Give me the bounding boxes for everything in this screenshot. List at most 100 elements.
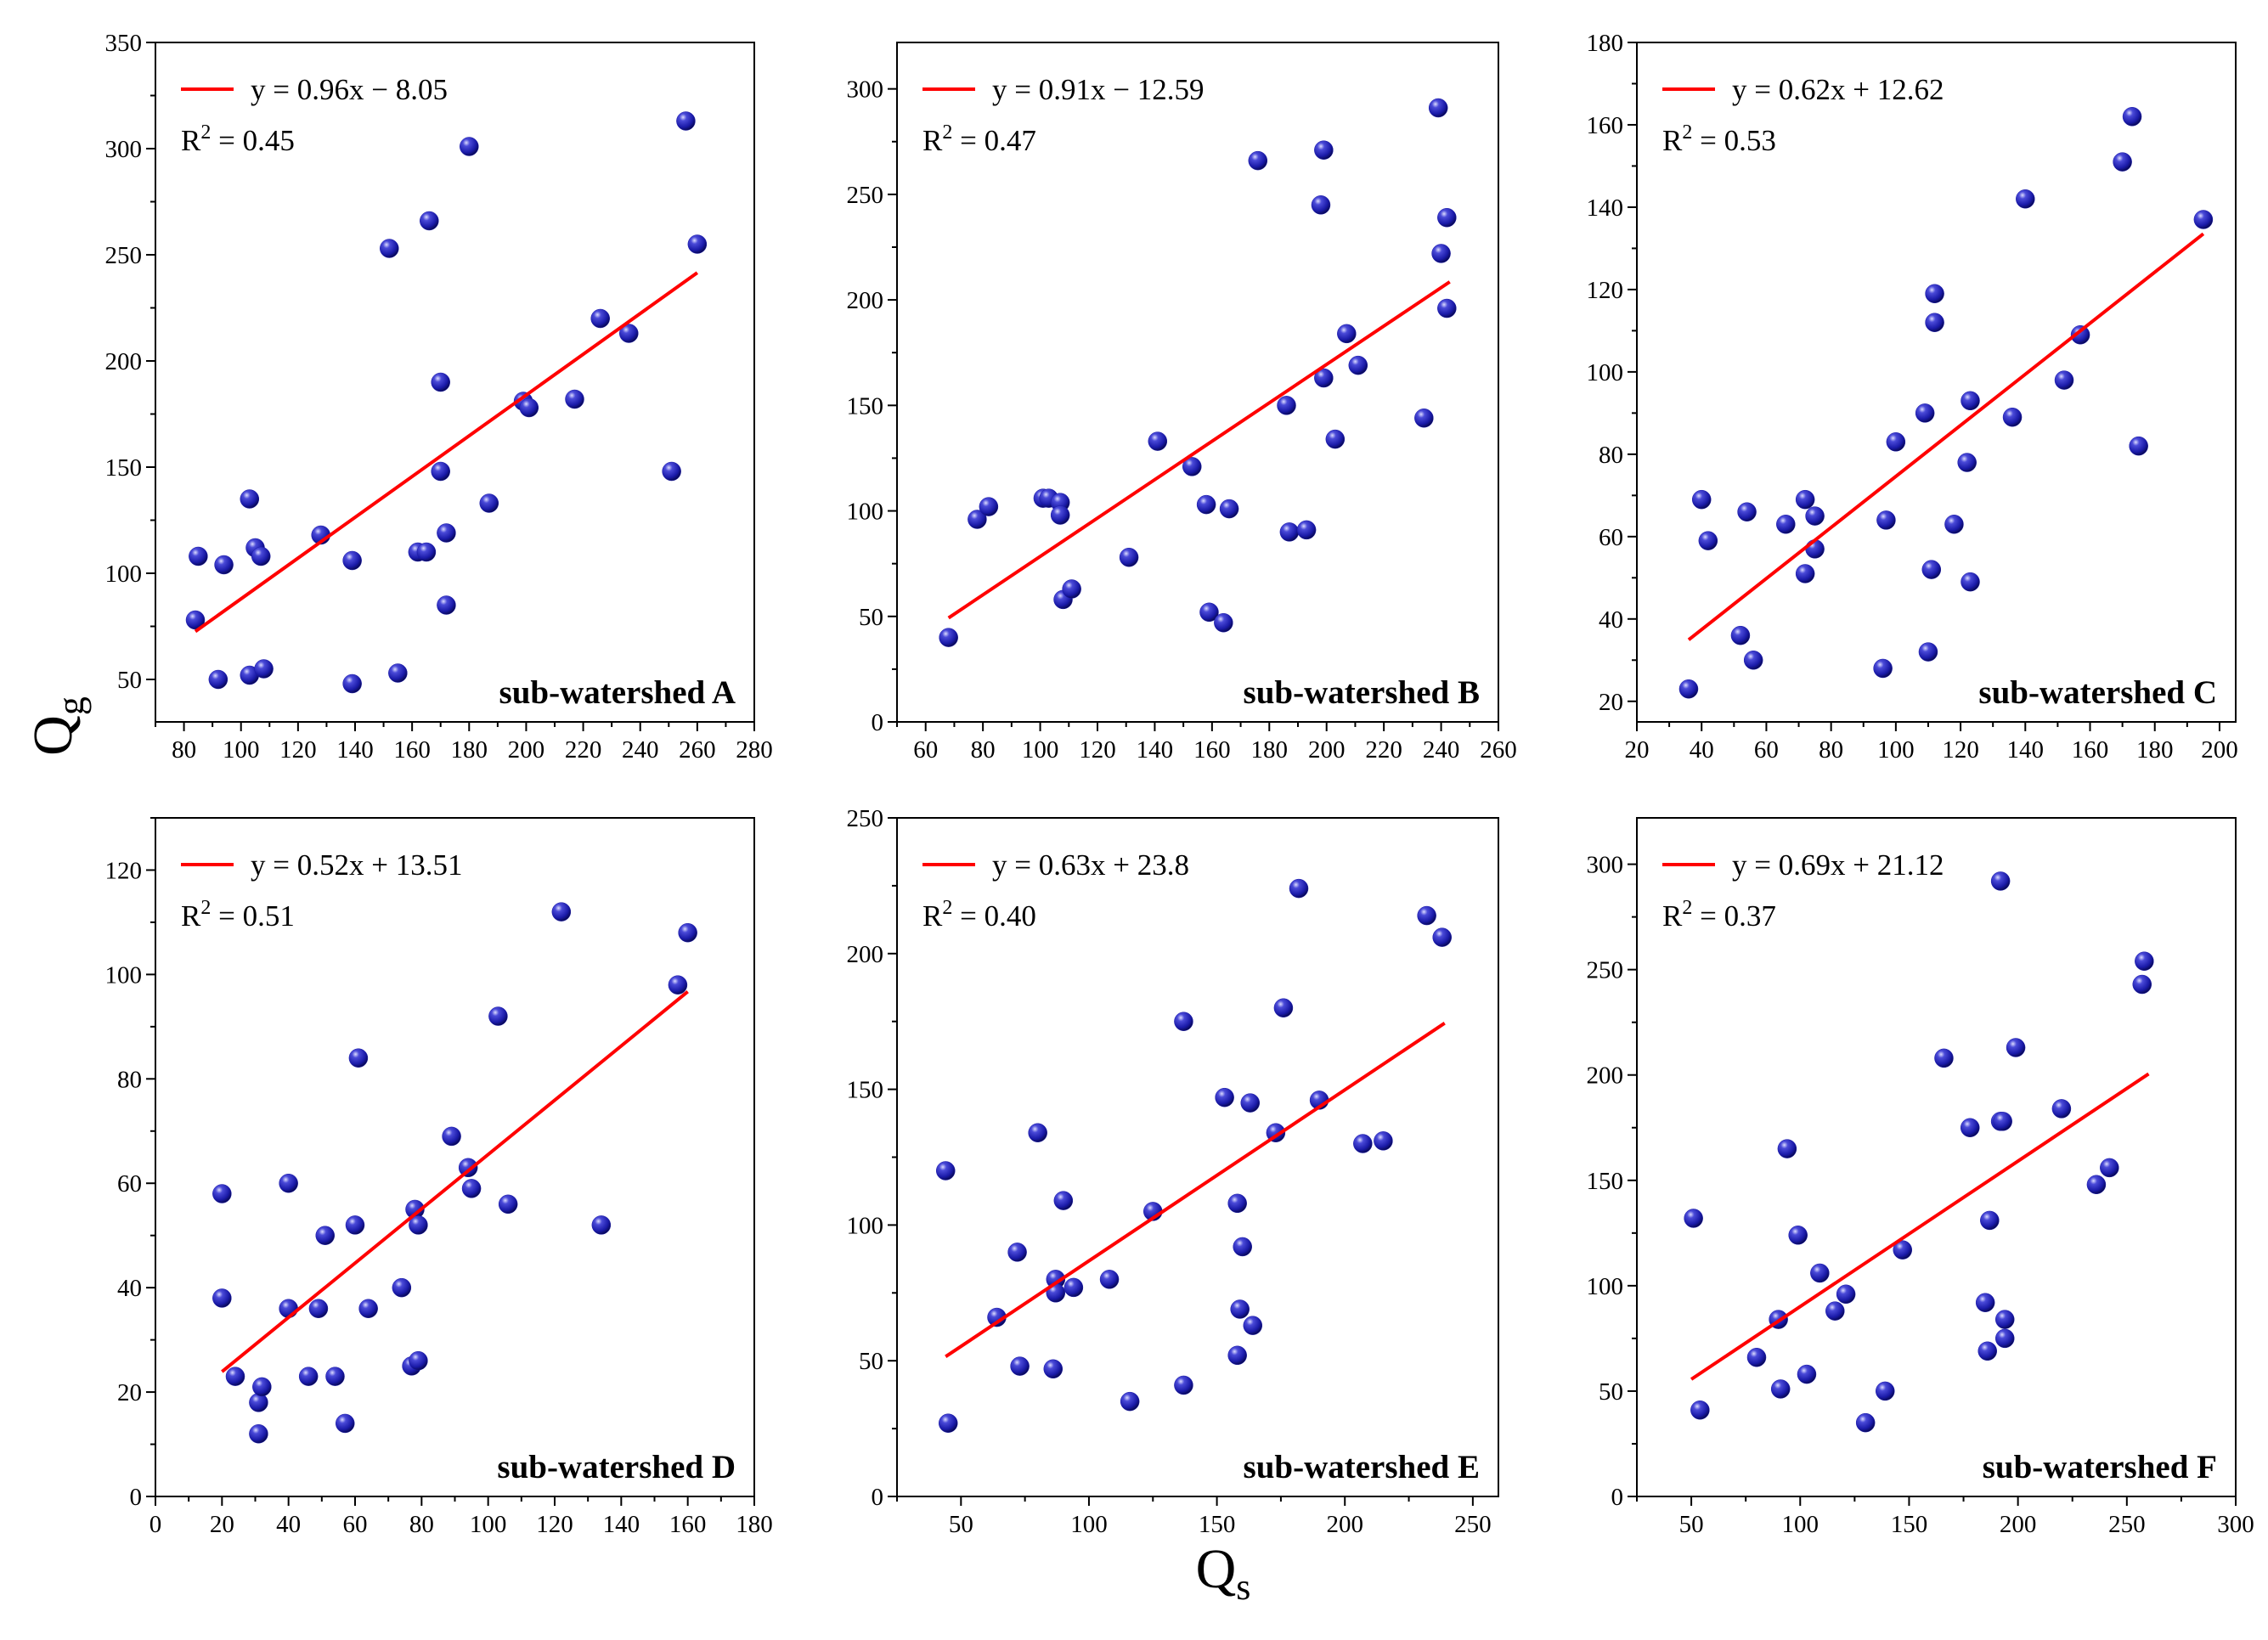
data-point bbox=[240, 489, 260, 509]
x-tick-label: 80 bbox=[409, 1511, 434, 1538]
data-point bbox=[662, 461, 681, 482]
data-point bbox=[1995, 1328, 2015, 1349]
equation-label: y = 0.69x + 21.12 bbox=[1732, 848, 1944, 882]
y-tick-label: 350 bbox=[105, 30, 143, 57]
data-point bbox=[1374, 1131, 1393, 1151]
data-point bbox=[458, 1158, 478, 1178]
data-point bbox=[2054, 370, 2074, 390]
x-tick-label: 50 bbox=[1679, 1511, 1704, 1538]
data-point bbox=[2051, 1099, 2072, 1119]
r-squared-label: R2 = 0.37 bbox=[1662, 897, 1776, 933]
y-tick-label: 50 bbox=[859, 1348, 883, 1375]
r-squared-exponent: 2 bbox=[1682, 121, 1692, 144]
data-point bbox=[551, 902, 572, 921]
data-point bbox=[279, 1299, 298, 1318]
point-group bbox=[1678, 107, 2214, 699]
data-point bbox=[249, 1423, 268, 1444]
panel-a: 80 100 120 140 160 180 200 220 240 260 280 50 100 150… bbox=[105, 30, 773, 764]
data-point bbox=[2002, 407, 2023, 427]
x-tick-label: 120 bbox=[279, 736, 317, 764]
y-tick-label: 200 bbox=[1587, 1062, 1624, 1090]
x-tick-label: 40 bbox=[1690, 736, 1714, 764]
data-point bbox=[388, 663, 408, 683]
data-point bbox=[1007, 1243, 1027, 1262]
data-point bbox=[185, 610, 206, 630]
data-point bbox=[1691, 489, 1712, 510]
data-point bbox=[968, 510, 987, 529]
panel-frame bbox=[896, 42, 1499, 723]
data-point bbox=[1810, 1263, 1830, 1283]
r-squared-exponent: 2 bbox=[942, 121, 952, 144]
data-point bbox=[2129, 436, 2148, 456]
point-group bbox=[939, 98, 1457, 647]
panel-label: sub-watershed E bbox=[1244, 1449, 1480, 1485]
data-point bbox=[1795, 564, 1815, 583]
panel-label: sub-watershed D bbox=[497, 1449, 736, 1485]
x-tick-label: 250 bbox=[1454, 1511, 1492, 1538]
data-point bbox=[1795, 489, 1815, 510]
data-point bbox=[1788, 1226, 1808, 1245]
y-tick-label: 200 bbox=[105, 348, 143, 375]
data-point bbox=[1855, 1412, 1876, 1433]
y-tick-label: 200 bbox=[847, 941, 884, 968]
data-point bbox=[1099, 1270, 1120, 1289]
data-point bbox=[1214, 612, 1233, 633]
data-point bbox=[208, 669, 228, 690]
x-tick-label: 280 bbox=[736, 736, 773, 764]
r-squared-exponent: 2 bbox=[942, 897, 952, 919]
y-tick-label: 40 bbox=[1599, 606, 1623, 634]
r-squared-label: R2 = 0.53 bbox=[1662, 121, 1776, 157]
data-point bbox=[342, 673, 362, 694]
y-tick-label: 50 bbox=[859, 604, 883, 631]
data-point bbox=[1825, 1301, 1845, 1321]
x-tick-label: 200 bbox=[2201, 736, 2238, 764]
r-squared-value: = 0.53 bbox=[1692, 124, 1776, 157]
data-point bbox=[1230, 1299, 1250, 1319]
panel-b: 60 80 100 120 140 160 180 200 220 240 260 0 50 100 150… bbox=[847, 42, 1517, 764]
data-point bbox=[1915, 403, 1935, 423]
y-tick-label: 140 bbox=[1587, 194, 1624, 222]
data-point bbox=[668, 975, 688, 995]
x-tick-label: 220 bbox=[565, 736, 602, 764]
y-tick-label: 250 bbox=[847, 182, 884, 209]
data-point bbox=[298, 1367, 319, 1386]
data-point bbox=[380, 239, 399, 258]
data-point bbox=[619, 324, 639, 343]
data-point bbox=[498, 1194, 518, 1215]
data-point bbox=[212, 1184, 232, 1203]
y-tick-label: 0 bbox=[1611, 1484, 1624, 1511]
data-point bbox=[2006, 1038, 2026, 1057]
data-point bbox=[935, 1161, 956, 1181]
data-point bbox=[1182, 457, 1202, 476]
x-tick-label: 80 bbox=[172, 736, 196, 764]
x-axis-title-sub: s bbox=[1236, 1566, 1251, 1609]
r-squared-value: = 0.51 bbox=[211, 899, 295, 933]
data-point bbox=[1227, 1193, 1247, 1214]
x-tick-label: 100 bbox=[223, 736, 260, 764]
y-axis-title-sub: g bbox=[50, 696, 93, 716]
r-squared-value: = 0.45 bbox=[211, 124, 295, 157]
y-tick-label: 150 bbox=[1587, 1168, 1624, 1195]
x-tick-label: 240 bbox=[622, 736, 659, 764]
equation-label: y = 0.52x + 13.51 bbox=[251, 848, 462, 882]
x-tick-label: 200 bbox=[1326, 1511, 1363, 1538]
x-tick-label: 140 bbox=[336, 736, 374, 764]
point-group bbox=[185, 111, 708, 694]
data-point bbox=[1876, 1381, 1895, 1401]
data-point bbox=[2193, 210, 2214, 229]
data-point bbox=[1805, 539, 1825, 559]
data-point bbox=[1248, 150, 1268, 171]
data-point bbox=[488, 1006, 508, 1026]
data-point bbox=[1273, 998, 1294, 1017]
x-tick-label: 140 bbox=[2007, 736, 2045, 764]
data-point bbox=[1886, 432, 1906, 452]
data-point bbox=[1921, 560, 1942, 579]
data-point bbox=[1337, 324, 1357, 344]
x-tick-label: 120 bbox=[536, 1511, 573, 1538]
equation-label: y = 0.62x + 12.62 bbox=[1732, 73, 1944, 106]
data-point bbox=[214, 555, 234, 575]
y-tick-label: 0 bbox=[872, 709, 884, 736]
fit-line bbox=[221, 990, 689, 1373]
data-point bbox=[1957, 453, 1977, 472]
x-tick-label: 100 bbox=[1070, 1511, 1108, 1538]
